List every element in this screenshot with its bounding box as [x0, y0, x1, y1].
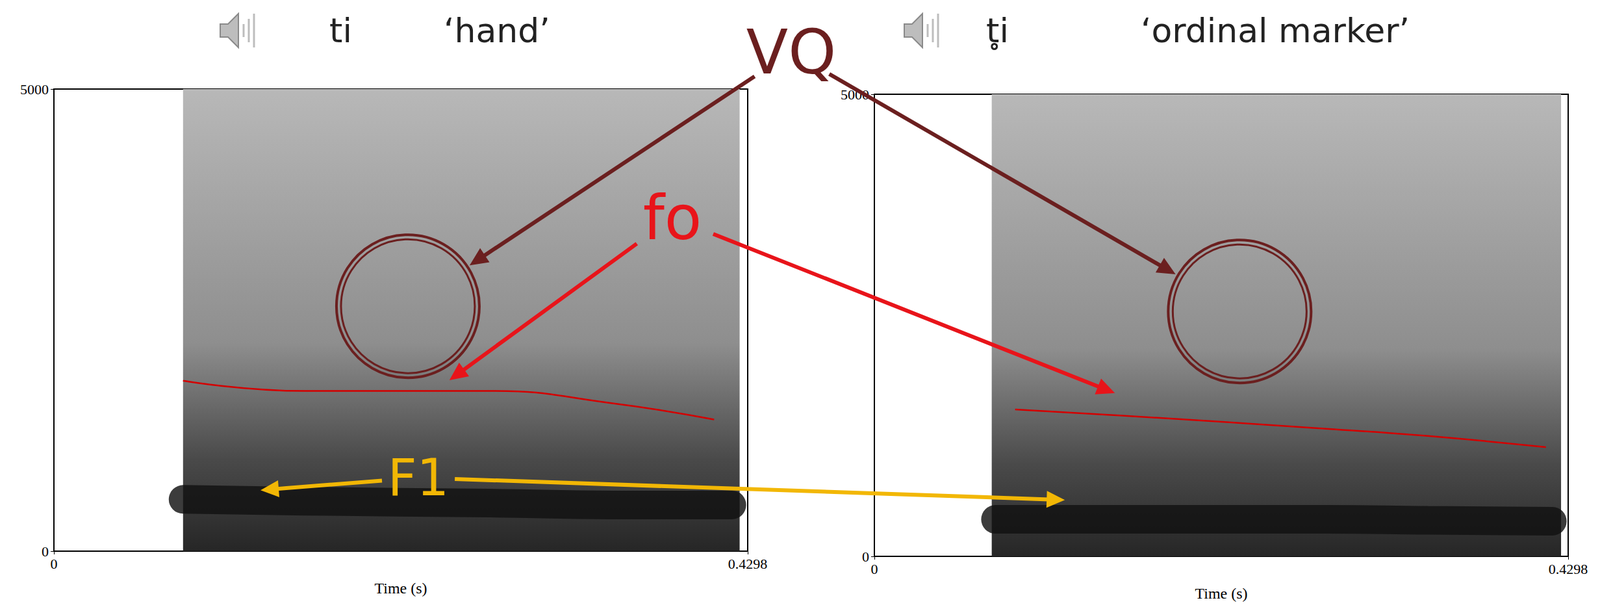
svg-text:fo: fo — [643, 182, 703, 254]
svg-text:t̥i: t̥i — [986, 11, 1009, 51]
svg-text:0.4298: 0.4298 — [1548, 560, 1589, 577]
svg-text:F1: F1 — [387, 448, 450, 507]
svg-text:5000: 5000 — [20, 81, 49, 98]
svg-text:Time (s): Time (s) — [1194, 584, 1248, 602]
svg-text:0: 0 — [862, 548, 870, 565]
svg-text:0: 0 — [50, 555, 58, 572]
svg-text:Time (s): Time (s) — [374, 579, 427, 597]
svg-text:VQ: VQ — [746, 16, 837, 88]
svg-text:ti: ti — [329, 11, 353, 51]
svg-text:0: 0 — [41, 543, 49, 560]
svg-text:0.4298: 0.4298 — [728, 555, 768, 572]
svg-text:5000: 5000 — [840, 86, 870, 103]
svg-text:‘ordinal marker’: ‘ordinal marker’ — [1140, 11, 1410, 51]
svg-text:0: 0 — [871, 560, 879, 577]
svg-text:‘hand’: ‘hand’ — [443, 11, 551, 51]
